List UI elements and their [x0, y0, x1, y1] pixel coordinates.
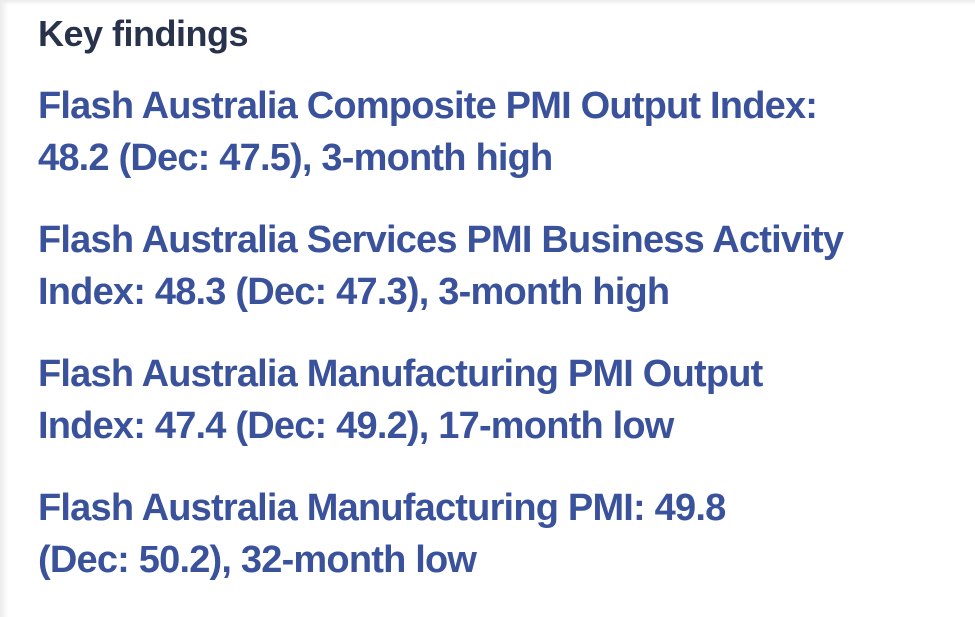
finding-paragraph-composite: Flash Australia Composite PMI Output Ind… [38, 80, 955, 184]
finding-paragraph-manufacturing-pmi: Flash Australia Manufacturing PMI: 49.8 … [38, 482, 955, 586]
finding-line: Flash Australia Manufacturing PMI Output [38, 353, 763, 395]
finding-line: Index: 47.4 (Dec: 49.2), 17-month low [38, 405, 674, 447]
finding-line: Flash Australia Composite PMI Output Ind… [38, 85, 818, 127]
finding-paragraph-manufacturing-output: Flash Australia Manufacturing PMI Output… [38, 348, 955, 452]
scan-edge-left [0, 0, 8, 617]
finding-line: (Dec: 50.2), 32-month low [38, 539, 477, 581]
key-findings-heading: Key findings [38, 13, 249, 54]
key-findings-section: Key findings Flash Australia Composite P… [38, 13, 955, 586]
finding-line: Index: 48.3 (Dec: 47.3), 3-month high [38, 271, 670, 313]
finding-paragraph-services: Flash Australia Services PMI Business Ac… [38, 214, 955, 318]
finding-line: Flash Australia Services PMI Business Ac… [38, 219, 844, 261]
finding-line: 48.2 (Dec: 47.5), 3-month high [38, 137, 553, 179]
finding-line: Flash Australia Manufacturing PMI: 49.8 [38, 487, 726, 529]
scan-edge-top [0, 0, 975, 5]
